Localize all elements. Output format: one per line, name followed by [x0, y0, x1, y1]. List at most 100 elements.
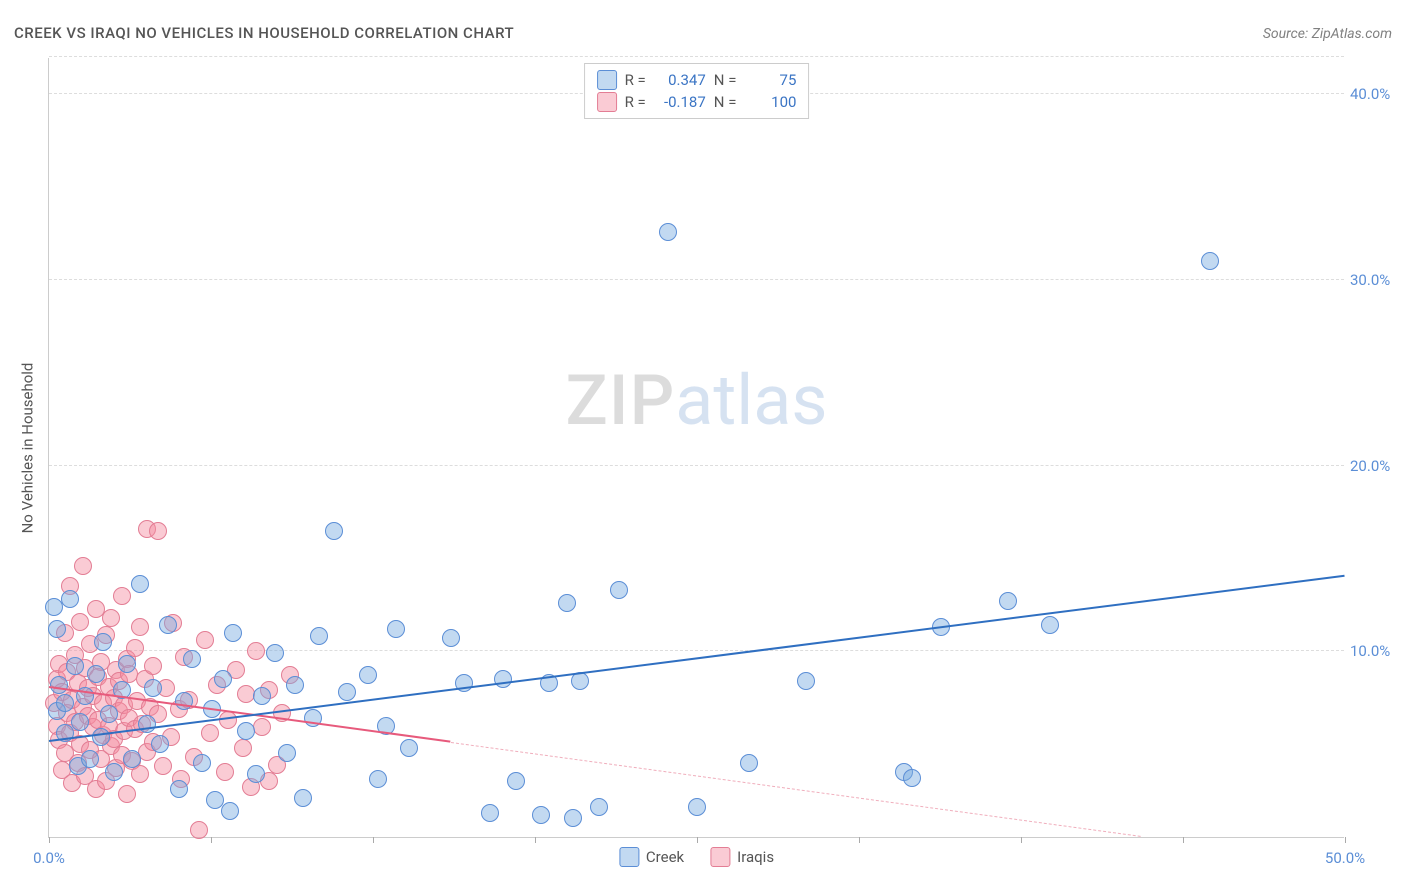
data-point-creek — [278, 744, 296, 762]
data-point-creek — [175, 692, 193, 710]
data-point-creek — [118, 655, 136, 673]
data-point-iraqis — [253, 718, 271, 736]
x-tick — [697, 837, 698, 843]
data-point-iraqis — [74, 557, 92, 575]
data-point-creek — [1041, 616, 1059, 634]
data-point-creek — [94, 633, 112, 651]
legend-item-iraqis: Iraqis — [710, 847, 774, 867]
legend-r-label: R = — [625, 69, 646, 91]
swatch-iraqis-icon — [597, 92, 617, 112]
data-point-creek — [56, 694, 74, 712]
correlation-legend: R = 0.347 N = 75 R = -0.187 N = 100 — [584, 63, 810, 119]
data-point-creek — [590, 798, 608, 816]
y-tick-label: 20.0% — [1350, 457, 1404, 475]
watermark-zip: ZIP — [566, 360, 676, 442]
legend-iraqis-label: Iraqis — [737, 848, 774, 866]
data-point-creek — [92, 728, 110, 746]
data-point-creek — [532, 806, 550, 824]
data-point-creek — [159, 616, 177, 634]
data-point-iraqis — [144, 657, 162, 675]
data-point-creek — [338, 683, 356, 701]
legend-n-label: N = — [714, 91, 737, 113]
data-point-creek — [481, 804, 499, 822]
data-point-iraqis — [190, 821, 208, 839]
x-tick — [859, 837, 860, 843]
legend-creek-r: 0.347 — [654, 69, 706, 91]
data-point-iraqis — [154, 757, 172, 775]
legend-row-iraqis: R = -0.187 N = 100 — [597, 91, 797, 113]
legend-r-label: R = — [625, 91, 646, 113]
data-point-creek — [206, 791, 224, 809]
legend-item-creek: Creek — [619, 847, 684, 867]
data-point-creek — [688, 798, 706, 816]
scatter-chart: R = 0.347 N = 75 R = -0.187 N = 100 ZIPa… — [48, 58, 1344, 838]
x-tick-label: 0.0% — [33, 849, 65, 867]
source-name: ZipAtlas.com — [1312, 26, 1392, 42]
x-tick-label: 50.0% — [1325, 849, 1365, 867]
x-tick — [1021, 837, 1022, 843]
data-point-creek — [659, 223, 677, 241]
data-point-iraqis — [201, 724, 219, 742]
data-point-creek — [224, 624, 242, 642]
data-point-creek — [359, 666, 377, 684]
data-point-iraqis — [149, 522, 167, 540]
data-point-creek — [105, 763, 123, 781]
x-tick — [535, 837, 536, 843]
data-point-creek — [131, 575, 149, 593]
data-point-iraqis — [118, 785, 136, 803]
data-point-creek — [221, 802, 239, 820]
data-point-creek — [237, 722, 255, 740]
data-point-creek — [903, 769, 921, 787]
trend-line — [451, 742, 1141, 837]
gridline — [49, 56, 1344, 57]
data-point-iraqis — [71, 613, 89, 631]
chart-header: CREEK VS IRAQI NO VEHICLES IN HOUSEHOLD … — [14, 24, 1392, 42]
y-tick-label: 40.0% — [1350, 85, 1404, 103]
trend-line — [49, 575, 1345, 742]
data-point-creek — [183, 650, 201, 668]
data-point-creek — [214, 670, 232, 688]
legend-creek-n: 75 — [744, 69, 796, 91]
data-point-creek — [266, 644, 284, 662]
data-point-creek — [507, 772, 525, 790]
legend-iraqis-n: 100 — [744, 91, 796, 113]
legend-creek-label: Creek — [646, 848, 684, 866]
chart-title: CREEK VS IRAQI NO VEHICLES IN HOUSEHOLD … — [14, 24, 514, 42]
data-point-iraqis — [113, 587, 131, 605]
data-point-creek — [442, 629, 460, 647]
data-point-creek — [50, 676, 68, 694]
watermark: ZIPatlas — [566, 360, 828, 442]
data-point-creek — [71, 713, 89, 731]
legend-n-label: N = — [714, 69, 737, 91]
data-point-creek — [48, 620, 66, 638]
series-legend: Creek Iraqis — [619, 847, 774, 867]
y-axis-label: No Vehicles in Household — [12, 58, 42, 838]
data-point-creek — [144, 679, 162, 697]
swatch-creek-icon — [597, 70, 617, 90]
y-tick-label: 10.0% — [1350, 642, 1404, 660]
data-point-iraqis — [216, 763, 234, 781]
gridline — [49, 650, 1344, 651]
data-point-creek — [61, 590, 79, 608]
data-point-creek — [81, 750, 99, 768]
data-point-creek — [400, 739, 418, 757]
data-point-iraqis — [234, 739, 252, 757]
data-point-creek — [1201, 252, 1219, 270]
data-point-creek — [247, 765, 265, 783]
data-point-creek — [100, 705, 118, 723]
y-axis-label-text: No Vehicles in Household — [18, 363, 36, 534]
data-point-creek — [740, 754, 758, 772]
data-point-creek — [387, 620, 405, 638]
data-point-creek — [325, 522, 343, 540]
gridline — [49, 279, 1344, 280]
data-point-creek — [123, 750, 141, 768]
data-point-creek — [999, 592, 1017, 610]
data-point-creek — [193, 754, 211, 772]
data-point-creek — [294, 789, 312, 807]
data-point-creek — [66, 657, 84, 675]
data-point-creek — [558, 594, 576, 612]
data-point-iraqis — [196, 631, 214, 649]
data-point-creek — [610, 581, 628, 599]
data-point-creek — [151, 735, 169, 753]
data-point-creek — [494, 670, 512, 688]
